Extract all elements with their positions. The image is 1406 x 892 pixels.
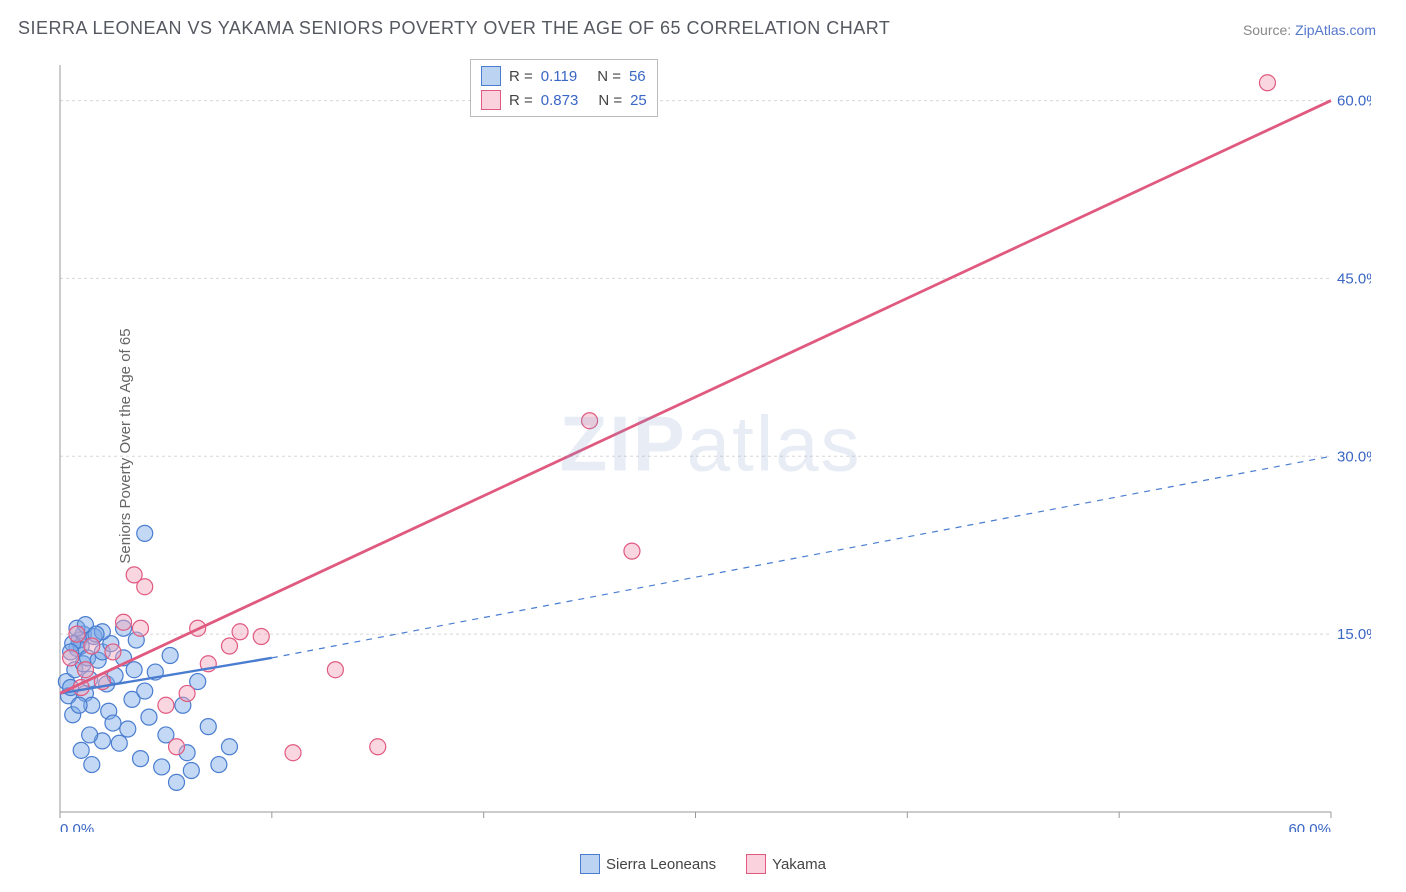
- data-point: [111, 735, 127, 751]
- data-point: [1259, 75, 1275, 91]
- data-point: [200, 719, 216, 735]
- data-point: [105, 715, 121, 731]
- data-point: [582, 413, 598, 429]
- data-point: [232, 624, 248, 640]
- data-point: [120, 721, 136, 737]
- data-point: [71, 697, 87, 713]
- data-point: [211, 757, 227, 773]
- data-point: [370, 739, 386, 755]
- data-point: [221, 638, 237, 654]
- r-label: R =: [509, 68, 533, 85]
- data-point: [132, 751, 148, 767]
- n-value: 25: [630, 92, 647, 109]
- stats-row: R = 0.119 N = 56: [481, 64, 647, 88]
- r-value: 0.873: [541, 92, 579, 109]
- legend-item: Sierra Leoneans: [580, 854, 716, 874]
- svg-text:30.0%: 30.0%: [1337, 448, 1371, 465]
- legend-swatch: [580, 854, 600, 874]
- data-point: [285, 745, 301, 761]
- data-point: [141, 709, 157, 725]
- series-swatch: [481, 66, 501, 86]
- chart-title: SIERRA LEONEAN VS YAKAMA SENIORS POVERTY…: [18, 18, 890, 39]
- svg-text:45.0%: 45.0%: [1337, 270, 1371, 287]
- data-point: [69, 626, 85, 642]
- data-point: [126, 662, 142, 678]
- data-point: [77, 662, 93, 678]
- legend-label: Sierra Leoneans: [606, 856, 716, 873]
- svg-text:60.0%: 60.0%: [1337, 93, 1371, 110]
- data-point: [179, 685, 195, 701]
- regression-line: [60, 101, 1331, 694]
- r-value: 0.119: [541, 68, 577, 85]
- n-value: 56: [629, 68, 646, 85]
- data-point: [327, 662, 343, 678]
- data-point: [84, 638, 100, 654]
- data-point: [84, 757, 100, 773]
- correlation-stats-box: R = 0.119 N = 56 R = 0.873 N = 25: [470, 59, 658, 117]
- source-attribution: Source: ZipAtlas.com: [1243, 22, 1376, 38]
- data-point: [162, 647, 178, 663]
- data-point: [183, 763, 199, 779]
- data-point: [221, 739, 237, 755]
- data-point: [137, 683, 153, 699]
- data-point: [253, 629, 269, 645]
- data-point: [169, 739, 185, 755]
- n-label: N =: [598, 92, 622, 109]
- n-label: N =: [597, 68, 621, 85]
- legend-item: Yakama: [746, 854, 826, 874]
- series-swatch: [481, 90, 501, 110]
- data-point: [158, 697, 174, 713]
- legend-label: Yakama: [772, 856, 826, 873]
- scatter-svg: 15.0% 30.0% 45.0% 60.0% 0.0% 60.0%: [50, 55, 1371, 832]
- data-point: [137, 525, 153, 541]
- data-point: [132, 620, 148, 636]
- data-point: [105, 644, 121, 660]
- legend-swatch: [746, 854, 766, 874]
- source-prefix: Source:: [1243, 22, 1295, 38]
- data-point: [624, 543, 640, 559]
- chart-plot-area: 15.0%30.0%45.0%60.0%0.0%60.0% ZIPatlas R…: [50, 55, 1371, 832]
- r-label: R =: [509, 92, 533, 109]
- data-point: [63, 650, 79, 666]
- data-point: [154, 759, 170, 775]
- svg-text:15.0%: 15.0%: [1337, 626, 1371, 643]
- source-link[interactable]: ZipAtlas.com: [1295, 22, 1376, 38]
- svg-text:60.0%: 60.0%: [1288, 821, 1331, 832]
- stats-row: R = 0.873 N = 25: [481, 88, 647, 112]
- legend: Sierra Leoneans Yakama: [580, 854, 826, 874]
- data-point: [116, 614, 132, 630]
- regression-line-dash: [272, 456, 1331, 658]
- data-point: [73, 742, 89, 758]
- svg-text:0.0%: 0.0%: [60, 821, 94, 832]
- data-point: [137, 579, 153, 595]
- data-point: [169, 774, 185, 790]
- data-point: [82, 727, 98, 743]
